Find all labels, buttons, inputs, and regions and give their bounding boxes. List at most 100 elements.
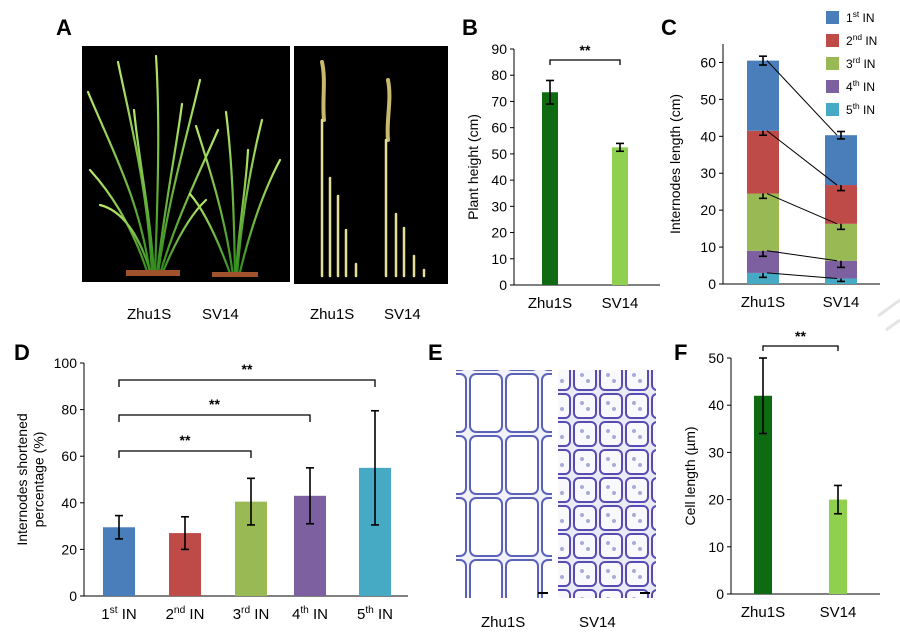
panel-b-ytick-label: 40: [491, 172, 507, 188]
panel-c-category-label: SV14: [823, 294, 860, 311]
panel-c-ytick-label: 20: [700, 202, 716, 218]
panel-c-legend-label: 3rd IN: [846, 55, 875, 71]
panel-b-y-axis-title: Plant height (cm): [465, 114, 481, 220]
panel-d-ytick-label: 20: [61, 541, 77, 557]
panel-c-category-label: Zhu1S: [741, 294, 785, 311]
panel-b-plant-height: B 0 10 20 30 40 50 60 70 80 90 Plant height (cm) Zh…: [462, 15, 660, 312]
panel-c-bar-segment: [825, 185, 857, 224]
panel-b-ytick-label: 60: [491, 120, 507, 136]
micrograph-label-zhu1s: Zhu1S: [481, 614, 525, 631]
panel-d-ytick-label: 0: [69, 588, 77, 604]
panel-c-legend-swatch: [826, 34, 839, 47]
panel-b-significance-bracket: [549, 59, 621, 65]
panel-f-bar: [829, 499, 847, 594]
panel-b-ytick-label: 50: [491, 146, 507, 162]
panel-d-category-label: 1st IN: [101, 605, 136, 623]
panel-c-connector-line: [766, 193, 838, 225]
panel-f-ytick-label: 0: [716, 586, 724, 602]
panel-d-category-label: 2nd IN: [166, 605, 205, 623]
panel-c-connector-line: [766, 272, 838, 279]
panel-c-y-axis-title: Internodes length (cm): [667, 94, 683, 234]
panel-d-ytick-label: 40: [61, 495, 77, 511]
panel-f-category-label: Zhu1S: [741, 604, 785, 621]
panel-c-connector-line: [766, 250, 838, 262]
panel-d-significance-bracket: [118, 450, 252, 458]
panel-c-bar-segment: [747, 193, 779, 251]
panel-label-e: E: [428, 340, 443, 365]
panel-d-category-label: 4th IN: [292, 605, 328, 623]
panel-b-bar: [542, 92, 558, 286]
micrograph-zhu1s: [456, 370, 552, 598]
panel-f-significance-bracket: [762, 345, 839, 351]
panel-c-bar-segment: [825, 135, 857, 186]
photo-rice-plants: [82, 46, 290, 287]
panel-f-significance-label: **: [795, 328, 806, 344]
panel-c-bar-segment: [747, 130, 779, 194]
micrograph-label-sv14: SV14: [579, 614, 616, 631]
panel-c-legend-swatch: [826, 103, 839, 116]
panel-label-c: C: [661, 15, 677, 40]
panel-c-legend-label: 2nd IN: [846, 32, 877, 48]
panel-b-ytick-label: 0: [499, 277, 507, 293]
panel-b-ytick-label: 90: [491, 41, 507, 57]
panel-f-ytick-label: 40: [708, 397, 724, 413]
panel-d-shortened-percentage: D 0 20 40 60 80 100 Internodes shortenedpercen…: [14, 340, 408, 623]
panel-d-significance-bracket: [118, 414, 311, 422]
panel-c-legend-swatch: [826, 80, 839, 93]
panel-f-cell-length: F 0 10 20 30 40 50 Cell length (µm) Zhu1S SV14 **: [674, 328, 880, 621]
panel-c-legend-swatch: [826, 11, 839, 24]
panel-f-category-label: SV14: [820, 604, 857, 621]
panel-b-ytick-label: 70: [491, 93, 507, 109]
panel-f-y-axis-title: Cell length (µm): [682, 426, 698, 525]
panel-d-ytick-label: 60: [61, 448, 77, 464]
panel-b-category-label: SV14: [602, 295, 639, 312]
panel-c-legend-swatch: [826, 57, 839, 70]
panel-d-significance-label: **: [180, 432, 191, 448]
watermark-strokes: [877, 298, 900, 332]
panel-d-significance-bracket: [118, 379, 376, 387]
panel-b-ytick-label: 20: [491, 225, 507, 241]
panel-d-ytick-label: 100: [54, 355, 78, 371]
panel-e: E Zhu1S SV14: [428, 340, 656, 631]
panel-label-f: F: [674, 340, 687, 365]
panel-b-category-label: Zhu1S: [528, 295, 572, 312]
panel-d-category-label: 3rd IN: [233, 605, 270, 623]
panel-c-ytick-label: 60: [700, 54, 716, 70]
panel-b-ytick-label: 10: [491, 251, 507, 267]
panel-a: A: [56, 15, 448, 323]
panel-d-ytick-label: 80: [61, 402, 77, 418]
panel-f-bar: [754, 395, 772, 594]
photo-internodes: [294, 46, 448, 287]
panel-b-ytick-label: 30: [491, 198, 507, 214]
panel-label-a: A: [56, 15, 72, 40]
panel-b-bar: [612, 147, 628, 285]
panel-c-ytick-label: 40: [700, 128, 716, 144]
panel-c-bar-segment: [747, 250, 779, 273]
panel-c-connector-line: [766, 130, 838, 186]
panel-f-ytick-label: 20: [708, 492, 724, 508]
panel-c-ytick-label: 50: [700, 91, 716, 107]
panel-c-ytick-label: 30: [700, 165, 716, 181]
panel-d-category-label: 5th IN: [357, 605, 393, 623]
photo-label-sv14-internodes: SV14: [384, 306, 421, 323]
panel-c-bar-segment: [747, 60, 779, 131]
photo-label-zhu1s-internodes: Zhu1S: [310, 306, 354, 323]
panel-c-connector-line: [766, 60, 838, 136]
panel-d-significance-label: **: [209, 396, 220, 412]
panel-f-ytick-label: 10: [708, 539, 724, 555]
panel-c-bar-segment: [825, 260, 857, 279]
panel-label-d: D: [14, 340, 30, 365]
panel-c-ytick-label: 10: [700, 239, 716, 255]
panel-b-ytick-label: 80: [491, 67, 507, 83]
panel-c-legend-label: 1st IN: [846, 9, 875, 25]
panel-label-b: B: [462, 15, 478, 40]
panel-c-ytick-label: 0: [708, 276, 716, 292]
panel-f-ytick-label: 50: [708, 350, 724, 366]
panel-d-significance-label: **: [242, 361, 253, 377]
photo-label-sv14: SV14: [202, 306, 239, 323]
panel-f-ytick-label: 30: [708, 444, 724, 460]
panel-d-y-axis-title: Internodes shortenedpercentage (%): [14, 413, 46, 545]
panel-b-significance-label: **: [580, 42, 591, 58]
micrograph-sv14: [558, 370, 656, 598]
